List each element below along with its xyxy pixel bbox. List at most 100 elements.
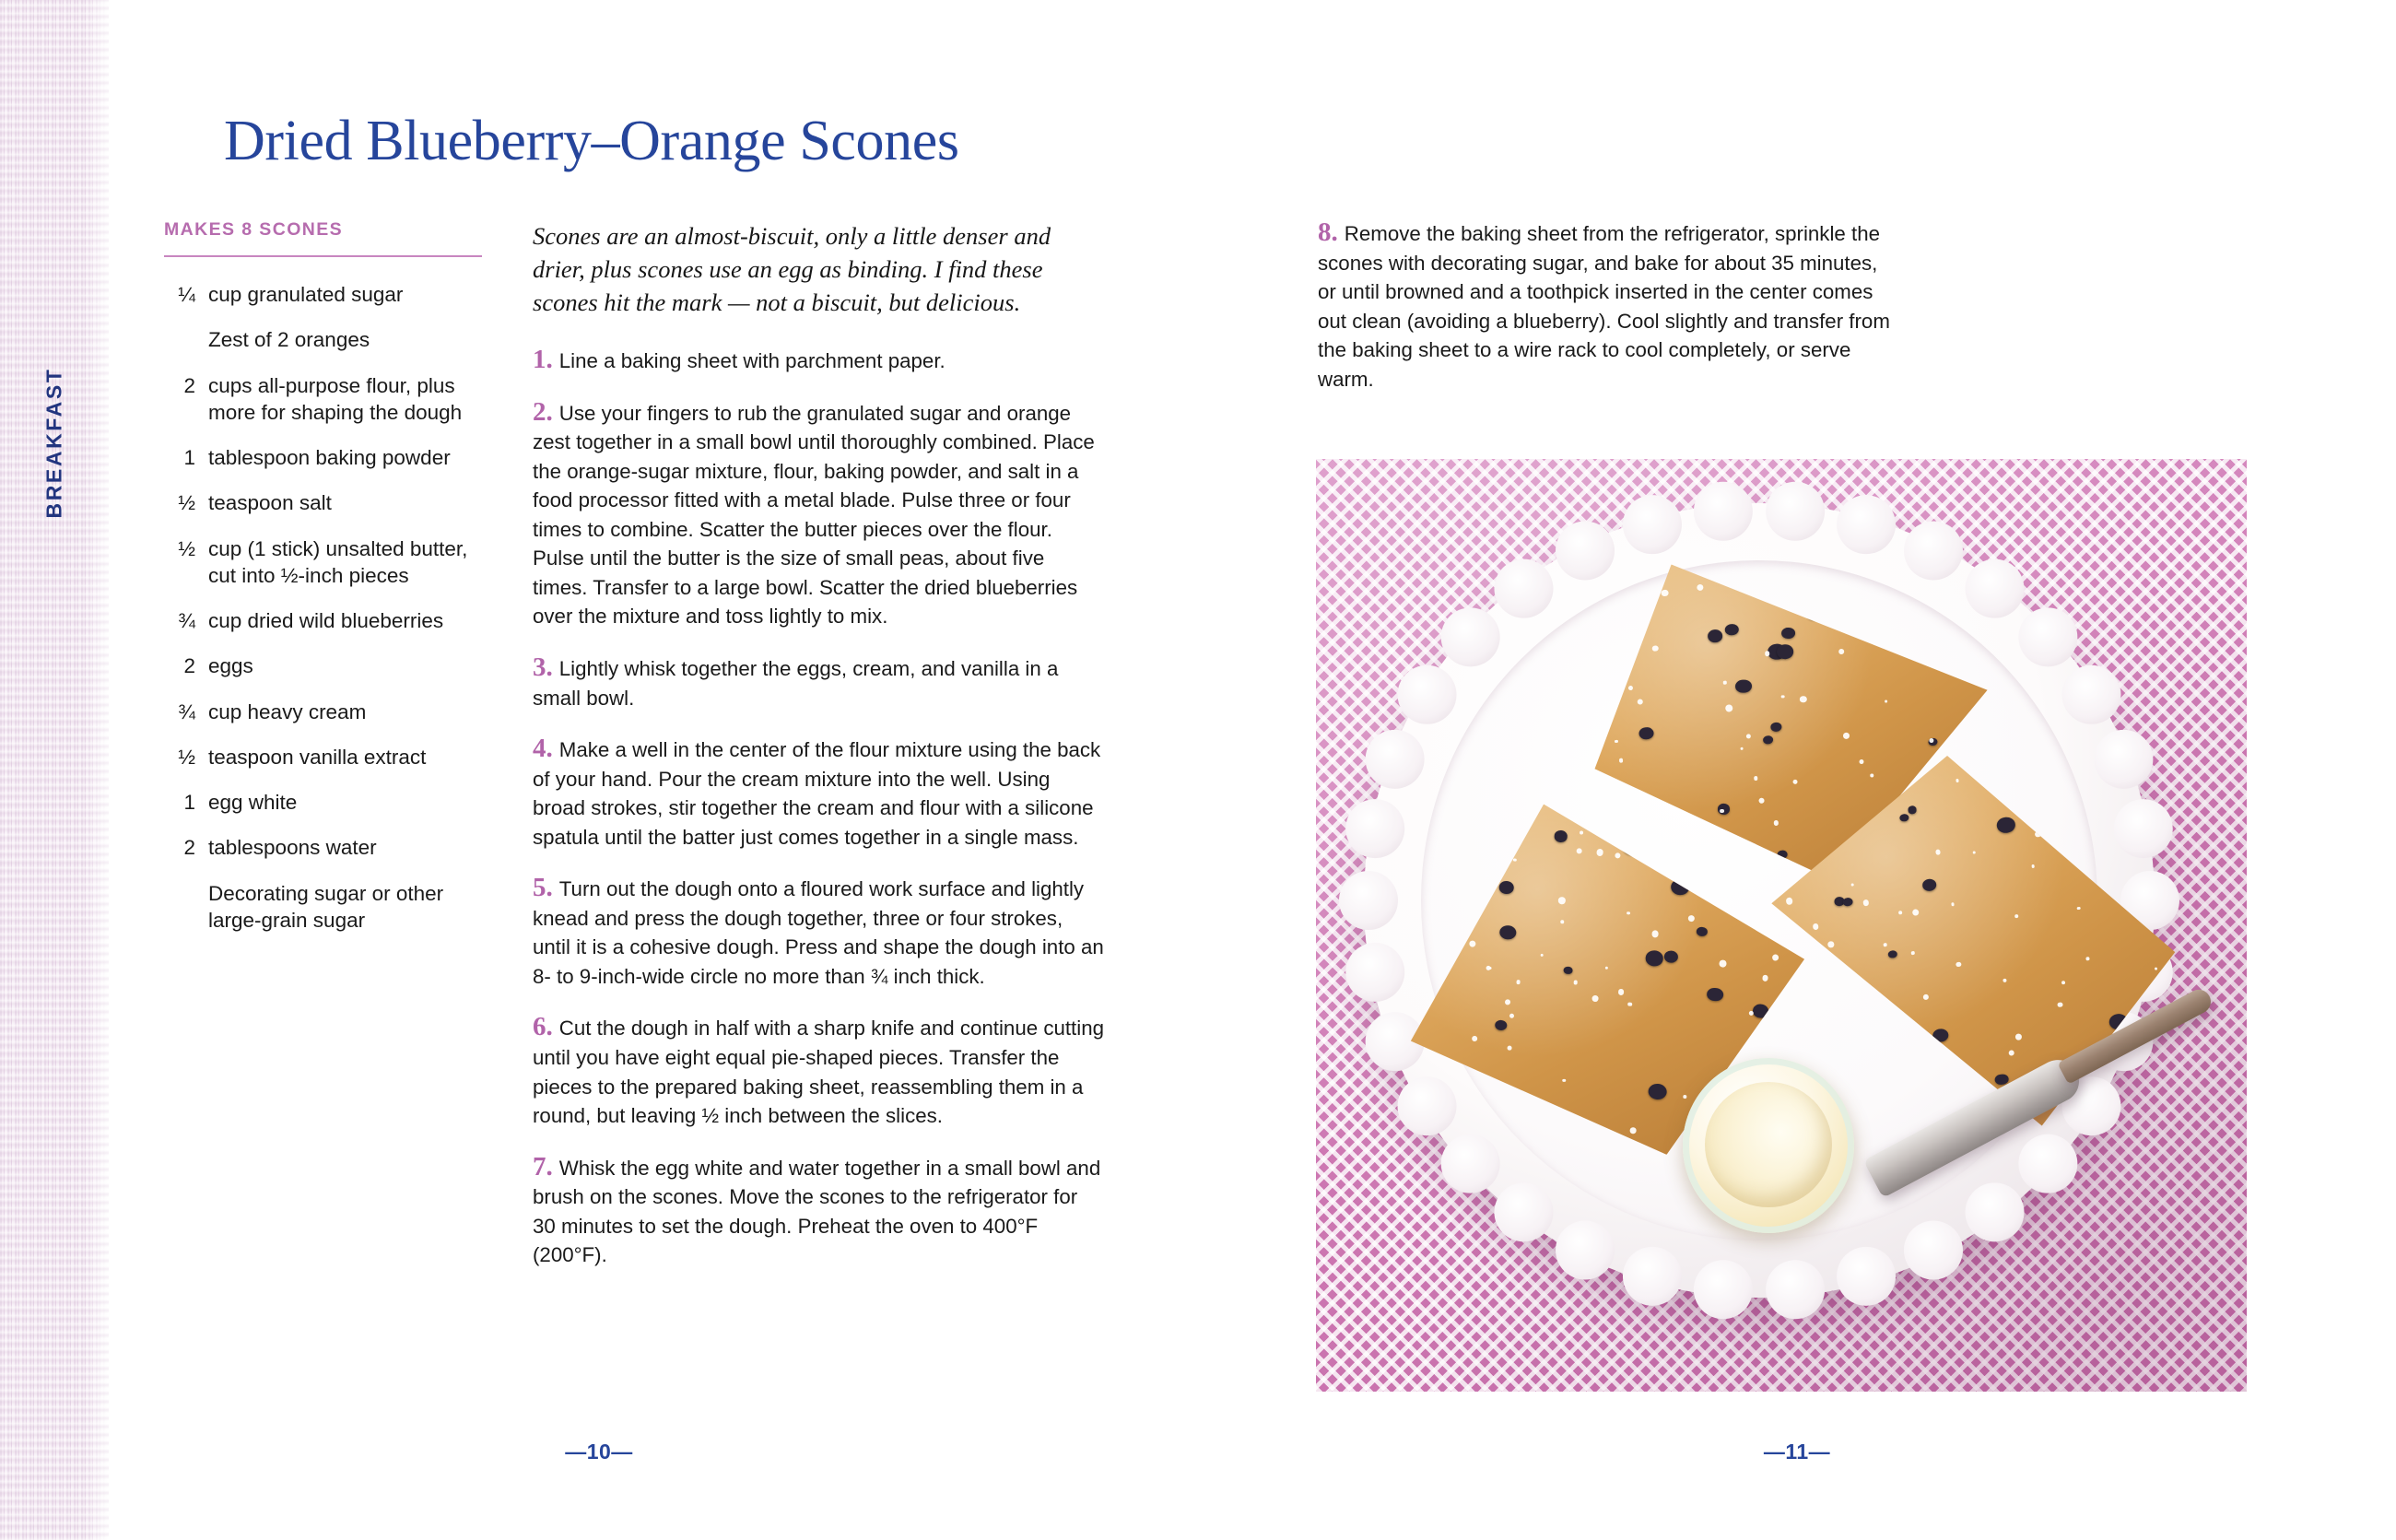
sugar-crystal — [1746, 734, 1751, 738]
step-number: 2. — [533, 396, 553, 427]
sugar-crystal — [2031, 864, 2035, 868]
blueberry-speck — [1697, 926, 1708, 936]
sugar-crystal — [1652, 645, 1659, 652]
sugar-crystal — [1956, 779, 1959, 782]
ingredient-row: 2 eggs — [164, 652, 487, 679]
sugar-crystal — [1951, 903, 1955, 907]
plate-scallop-notch — [2113, 799, 2173, 859]
sugar-crystal — [2086, 957, 2090, 960]
ingredient-amount: ½ — [178, 491, 195, 515]
ingredient-text: cup heavy cream — [208, 699, 367, 723]
recipe-intro: Scones are an almost-biscuit, only a lit… — [533, 222, 1051, 317]
sugar-crystal — [1755, 776, 1758, 780]
sugar-crystal — [1697, 584, 1704, 592]
sugar-crystal — [1860, 759, 1864, 764]
ingredient-amount: ¼ — [178, 283, 195, 306]
page-title: Dried Blueberry–Orange Scones — [224, 110, 959, 172]
ingredient-row: ½ teaspoon vanilla extract — [164, 744, 487, 770]
recipe-photo — [1316, 459, 2247, 1392]
ingredient-amount: 1 — [183, 791, 195, 814]
blueberry-speck — [1843, 897, 1853, 906]
blueberry-speck — [1776, 644, 1794, 660]
ingredient-row: Zest of 2 oranges — [164, 326, 487, 353]
sugar-crystal — [1838, 649, 1845, 655]
plate-scallop-notch — [1440, 607, 1500, 667]
recipe-step: 4. Make a well in the center of the flour… — [533, 735, 1104, 852]
ingredient-text: tablespoon baking powder — [208, 446, 451, 469]
blueberry-speck — [1648, 1083, 1667, 1099]
ingredient-row: ¾ cup heavy cream — [164, 699, 487, 725]
sugar-crystal — [1627, 911, 1629, 914]
ingredient-amount: 2 — [183, 373, 195, 397]
sugar-crystal — [1505, 1000, 1510, 1005]
sugar-crystal — [1935, 850, 1941, 855]
blueberry-speck — [1707, 629, 1722, 643]
ingredient-text: teaspoon vanilla extract — [208, 745, 427, 769]
plate-scallop-notch — [1903, 1220, 1963, 1280]
edge-texture-band — [0, 0, 109, 1540]
sugar-crystal — [1486, 966, 1491, 971]
plate-scallop-notch — [1494, 1182, 1554, 1242]
butter-jar — [1683, 1058, 1854, 1233]
sugar-crystal — [1884, 943, 1887, 946]
butter-swirl — [1705, 1082, 1832, 1207]
ingredient-text: tablespoons water — [208, 836, 377, 860]
ingredient-amount: 2 — [183, 836, 195, 860]
ingredient-row: 1 tablespoon baking powder — [164, 444, 487, 471]
ingredient-text: cup (1 stick) unsalted butter, cut into … — [208, 536, 468, 587]
blueberry-speck — [1908, 805, 1918, 814]
sugar-crystal — [1615, 740, 1618, 744]
plate-scallop-notch — [2061, 664, 2121, 724]
sugar-crystal — [1508, 1046, 1512, 1051]
sugar-crystal — [1513, 858, 1517, 862]
sugar-crystal — [1562, 1079, 1566, 1083]
plate-scallop-notch — [1397, 1076, 1457, 1136]
sugar-crystal — [1862, 899, 1869, 906]
sugar-crystal — [1725, 705, 1732, 712]
sugar-crystal — [1683, 1095, 1686, 1099]
sugar-crystal — [1772, 954, 1779, 961]
sugar-crystal — [1885, 700, 1887, 703]
ingredient-text: teaspoon salt — [208, 491, 332, 515]
ingredient-row: ¾ cup dried wild blueberries — [164, 607, 487, 634]
blueberry-speck — [1724, 623, 1739, 636]
step-text: Lightly whisk together the eggs, cream, … — [533, 657, 1059, 710]
blueberry-speck — [1663, 950, 1678, 963]
ingredient-text: cup granulated sugar — [208, 283, 404, 306]
step-number: 1. — [533, 345, 553, 375]
plate-scallop-notch — [1556, 1220, 1615, 1280]
plate-scallop-notch — [1837, 1246, 1897, 1306]
plate-scallop-notch — [2018, 1134, 2078, 1193]
step-number: 5. — [533, 873, 553, 903]
yield-label: MAKES 8 SCONES — [164, 219, 344, 240]
sugar-crystal — [2015, 1033, 2022, 1040]
plate-scalloped-rim — [1339, 481, 2179, 1320]
plate-scallop-notch — [1345, 942, 1405, 1002]
step-text: Turn out the dough onto a floured work s… — [533, 877, 1104, 988]
blueberry-speck — [1762, 735, 1773, 745]
plate-scallop-notch — [1345, 799, 1405, 859]
ingredients-column: MAKES 8 SCONES ¼ cup granulated sugar Zest… — [164, 219, 487, 1293]
sugar-crystal — [1912, 910, 1920, 917]
ingredient-text: Zest of 2 oranges — [208, 328, 370, 352]
sugar-crystal — [1651, 931, 1659, 938]
step-number: 7. — [533, 1151, 553, 1181]
steps-column: Scones are an almost-biscuit, only a lit… — [533, 219, 1104, 1293]
sugar-crystal — [1596, 849, 1603, 856]
sugar-crystal — [1827, 941, 1834, 947]
ingredient-amount: 2 — [183, 654, 195, 678]
plate-scallop-notch — [1397, 664, 1457, 724]
sugar-crystal — [1576, 848, 1581, 853]
plate-scallop-notch — [1440, 1134, 1500, 1193]
sugar-crystal — [1748, 1011, 1753, 1016]
sugar-crystal — [2061, 981, 2066, 985]
ingredient-amount: 1 — [183, 446, 195, 469]
blueberry-speck — [1781, 627, 1796, 640]
sugar-crystal — [1541, 954, 1544, 958]
sugar-crystal — [1573, 981, 1578, 985]
plate-scallop-notch — [2018, 607, 2078, 667]
ingredient-row: 2 cups all-purpose flour, plus more for s… — [164, 372, 487, 427]
plate-scallop-notch — [1622, 1246, 1682, 1306]
left-page: Dried Blueberry–Orange Scones MAKES 8 SC… — [164, 110, 1104, 1464]
